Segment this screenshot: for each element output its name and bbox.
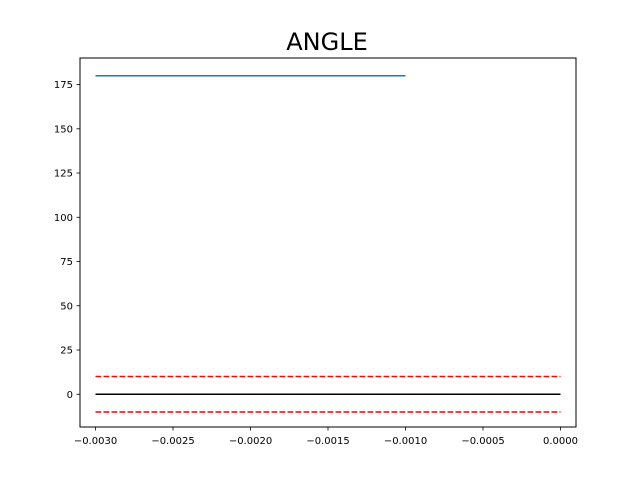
x-axis: −0.0030 −0.0025 −0.0020 −0.0015 −0.0010 −0.00… xyxy=(74,427,578,447)
y-tick-label: 125 xyxy=(54,169,73,180)
y-tick-label: 25 xyxy=(60,346,73,357)
chart-title: ANGLE xyxy=(286,28,368,56)
y-tick-label: 50 xyxy=(60,301,73,312)
y-tick-label: 100 xyxy=(54,213,73,224)
x-tick-label: −0.0025 xyxy=(151,436,194,447)
x-tick-label: −0.0015 xyxy=(306,436,349,447)
x-tick-label: −0.0030 xyxy=(74,436,117,447)
x-tick-label: −0.0020 xyxy=(229,436,272,447)
y-tick-label: 175 xyxy=(54,80,73,91)
x-tick-label: −0.0010 xyxy=(384,436,427,447)
series-layer xyxy=(95,74,561,413)
y-tick-label: 75 xyxy=(60,257,73,268)
y-tick-label: 0 xyxy=(67,390,73,401)
y-tick-label: 150 xyxy=(54,124,73,135)
plot-frame xyxy=(79,57,577,428)
x-tick-label: 0.0000 xyxy=(543,436,578,447)
y-axis: 0 25 50 75 100 125 150 175 xyxy=(54,80,80,401)
x-tick-label: −0.0005 xyxy=(461,436,504,447)
